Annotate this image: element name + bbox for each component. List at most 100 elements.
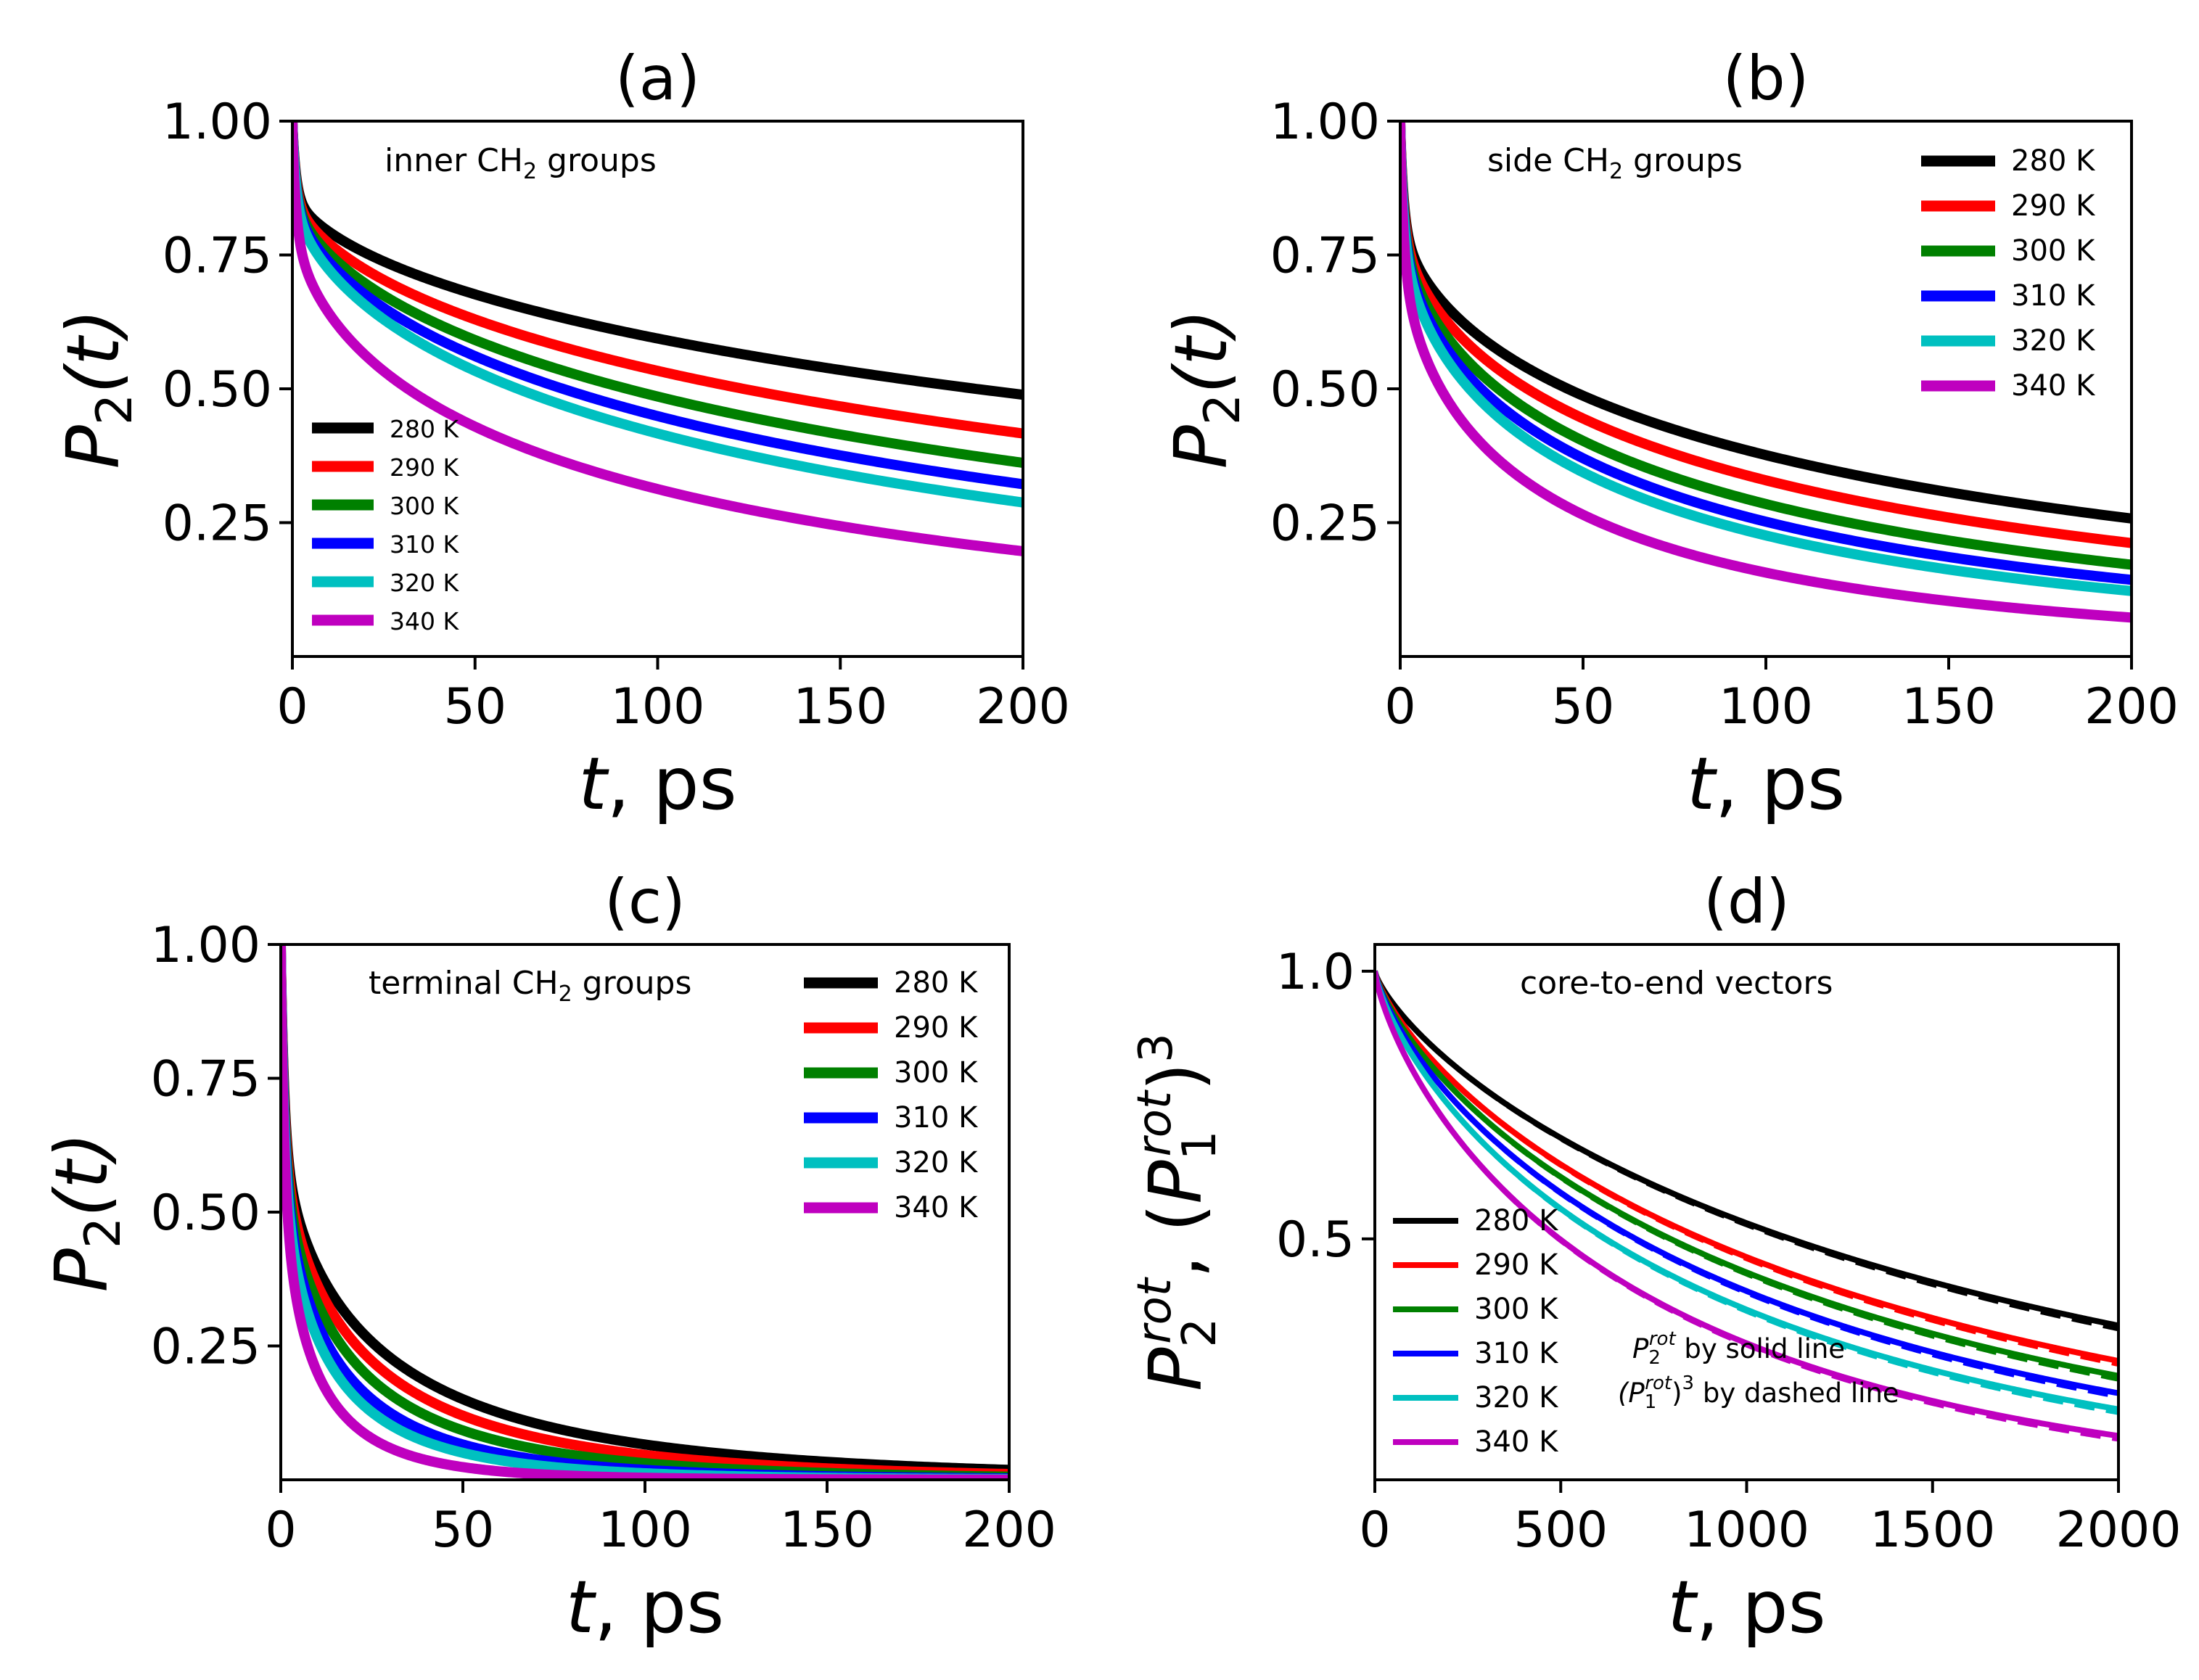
x-tick-label: 1500 — [1870, 1502, 1995, 1559]
legend-label: 310 K — [1474, 1337, 1559, 1370]
legend-label: 310 K — [390, 530, 459, 559]
panel-c: 0 50 100 150 200 0.25 0.50 0.75 1.00 (c) t, ps P2(t… — [39, 866, 1056, 1650]
legend-label: 340 K — [1474, 1425, 1559, 1459]
legend-label: 300 K — [390, 492, 459, 520]
x-axis-label: t, ps — [1687, 741, 1845, 826]
series-line-320k — [292, 121, 1023, 508]
legend-label: 300 K — [894, 1056, 979, 1090]
y-tick-label: 0.25 — [163, 495, 272, 553]
x-tick-label: 0 — [265, 1502, 296, 1559]
panel-b: 0 50 100 150 200 0.25 0.50 0.75 1.00 (b) t, ps P2(t… — [1159, 43, 2179, 826]
x-tick-label: 100 — [598, 1502, 692, 1559]
series-group — [1400, 121, 2132, 623]
legend-label: 290 K — [390, 453, 459, 482]
x-axis-label: t, ps — [1667, 1565, 1825, 1650]
panel-a: 0 50 100 150 200 0.25 0.50 0.75 1.00 (a) t, ps P2(t… — [51, 43, 1070, 826]
panel-title: (c) — [604, 866, 686, 937]
series-dashed-300k — [1375, 971, 2118, 1382]
series-line-280k — [292, 121, 1023, 400]
y-axis-label: P2rot, (P1rot)3 — [1128, 1033, 1227, 1391]
x-axis-label: t, ps — [566, 1565, 724, 1650]
series-group — [292, 121, 1023, 556]
legend-label: 300 K — [2011, 234, 2096, 268]
y-axis-label: P2(t) — [1159, 309, 1251, 469]
x-tick-label: 200 — [962, 1502, 1056, 1559]
legend-label: 280 K — [2011, 144, 2096, 178]
y-tick-label: 0.75 — [151, 1051, 260, 1108]
legend-label: 300 K — [1474, 1293, 1559, 1326]
series-line-280k — [1400, 121, 2132, 524]
x-tick-label: 0 — [1359, 1502, 1390, 1559]
x-tick-label: 200 — [976, 678, 1070, 736]
y-tick-label: 0.50 — [1270, 361, 1380, 419]
x-tick-label: 100 — [1719, 678, 1813, 736]
panel-annotation: side CH2 groups — [1487, 142, 1743, 184]
series-dashed-320k — [1375, 971, 2118, 1415]
y-tick-label: 1.00 — [163, 94, 272, 151]
legend-label: 320 K — [2011, 324, 2096, 358]
series-line-340k — [1400, 121, 2132, 623]
x-tick-label: 0 — [276, 678, 308, 736]
panel-title: (b) — [1723, 43, 1809, 114]
y-tick-label: 0.25 — [1270, 495, 1380, 553]
legend-label: 340 K — [894, 1191, 979, 1224]
legend-label: 340 K — [390, 607, 459, 635]
legend-label: 290 K — [1474, 1248, 1559, 1282]
note-solid: P2rot by solid line — [1632, 1328, 1845, 1369]
series-line-320k — [1400, 121, 2132, 596]
series-dashed-340k — [1375, 971, 2118, 1442]
x-tick-label: 50 — [432, 1502, 495, 1559]
y-tick-label: 0.50 — [163, 361, 272, 419]
y-tick-label: 1.00 — [1270, 94, 1380, 151]
y-tick-label: 1.00 — [151, 917, 260, 974]
series-dashed-310k — [1375, 971, 2118, 1399]
legend-label: 280 K — [390, 415, 459, 443]
x-tick-label: 500 — [1513, 1502, 1608, 1559]
y-axis-label: P2(t) — [51, 309, 144, 469]
x-tick-label: 200 — [2084, 678, 2179, 736]
x-axis-label: t, ps — [578, 741, 736, 826]
x-tick-label: 100 — [611, 678, 705, 736]
legend-label: 290 K — [894, 1011, 979, 1045]
y-tick-label: 0.25 — [151, 1319, 260, 1376]
x-tick-label: 2000 — [2055, 1502, 2181, 1559]
legend: 280 K 290 K 300 K 310 K 320 K 340 K — [312, 415, 459, 635]
series-line-310k — [1375, 971, 2118, 1396]
legend: 280 K 290 K 300 K 310 K 320 K 340 K — [1921, 144, 2096, 403]
series-line-340k — [292, 121, 1023, 556]
y-axis-label: P2(t) — [39, 1132, 132, 1293]
series-group — [1375, 970, 2118, 1442]
legend-label: 340 K — [2011, 369, 2096, 403]
panel-annotation: inner CH2 groups — [385, 142, 657, 184]
x-tick-label: 50 — [443, 678, 506, 736]
legend-label: 320 K — [894, 1146, 979, 1179]
legend: 280 K 290 K 300 K 310 K 320 K 340 K — [1393, 1204, 1559, 1459]
x-tick-label: 150 — [793, 678, 887, 736]
legend-label: 310 K — [894, 1101, 979, 1135]
legend-label: 280 K — [894, 966, 979, 1000]
x-tick-label: 150 — [1902, 678, 1996, 736]
panel-annotation: terminal CH2 groups — [369, 965, 691, 1007]
panel-title: (a) — [615, 43, 700, 114]
legend: 280 K 290 K 300 K 310 K 320 K 340 K — [804, 966, 979, 1224]
panel-title: (d) — [1703, 866, 1790, 937]
panel-d: 0 500 1000 1500 2000 0.5 1.0 (d) t, ps P2rot, (P1… — [1128, 866, 2182, 1650]
y-tick-label: 0.5 — [1276, 1211, 1355, 1269]
legend-label: 320 K — [1474, 1381, 1559, 1415]
y-tick-label: 0.75 — [163, 228, 272, 285]
legend-label: 280 K — [1474, 1204, 1559, 1238]
series-dashed-280k — [1375, 970, 2118, 1332]
legend-label: 320 K — [390, 569, 459, 597]
x-tick-label: 1000 — [1684, 1502, 1809, 1559]
legend-label: 290 K — [2011, 189, 2096, 223]
y-tick-label: 1.0 — [1276, 944, 1355, 1001]
note-dashed: (P1rot)3 by dashed line — [1618, 1372, 1899, 1413]
panel-annotation: core-to-end vectors — [1520, 965, 1833, 1002]
y-tick-label: 0.50 — [151, 1185, 260, 1242]
x-tick-label: 50 — [1552, 678, 1615, 736]
y-tick-label: 0.75 — [1270, 228, 1380, 285]
x-tick-label: 150 — [780, 1502, 874, 1559]
series-dashed-290k — [1375, 970, 2118, 1367]
legend-label: 310 K — [2011, 279, 2096, 313]
